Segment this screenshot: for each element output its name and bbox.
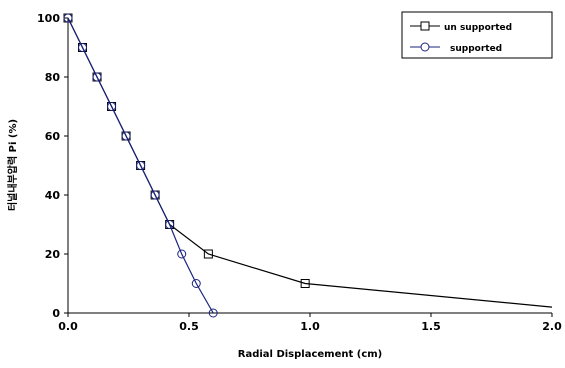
series-line-un-supported: [67, 17, 553, 308]
legend: un supported supported: [401, 11, 553, 59]
data-point-supported: [92, 72, 102, 82]
legend-marker-unsupported: [420, 21, 430, 31]
data-point-un-supported: [300, 279, 310, 288]
data-point-un-supported: [203, 249, 213, 259]
ticks: 0.0 0.5 1.0 1.5 2.0 0 20 40 60 80 100: [37, 12, 562, 333]
legend-marker-supported: [420, 42, 430, 52]
legend-label-supported: supported: [450, 44, 502, 54]
data-point-supported: [107, 102, 117, 111]
data-point-supported: [191, 279, 201, 288]
data-point-supported: [78, 43, 88, 52]
y-tick-label: 0: [52, 307, 60, 320]
x-tick-label: 0.0: [58, 320, 78, 333]
data-point-supported: [177, 249, 187, 259]
legend-label-unsupported: un supported: [444, 23, 512, 33]
y-tick-label: 100: [37, 12, 60, 25]
y-axis-title: 터널내부압력 Pi (%): [6, 119, 19, 211]
data-point-supported: [63, 13, 73, 23]
data-point-supported: [150, 190, 160, 200]
y-tick-label: 80: [45, 71, 61, 84]
y-tick-label: 20: [45, 248, 61, 261]
y-tick-label: 40: [45, 189, 61, 202]
x-tick-label: 1.5: [421, 320, 441, 333]
x-tick-label: 1.0: [300, 320, 320, 333]
series-layer: [63, 13, 553, 318]
x-tick-label: 2.0: [542, 320, 562, 333]
y-tick-label: 60: [45, 130, 61, 143]
series-line-supported: [67, 17, 214, 314]
data-point-supported: [208, 308, 218, 318]
x-tick-label: 0.5: [179, 320, 199, 333]
data-point-supported: [136, 161, 146, 170]
series-supported: [63, 13, 218, 318]
data-point-supported: [121, 131, 131, 141]
x-axis-title: Radial Displacement (cm): [238, 349, 383, 360]
data-point-supported: [165, 220, 175, 229]
